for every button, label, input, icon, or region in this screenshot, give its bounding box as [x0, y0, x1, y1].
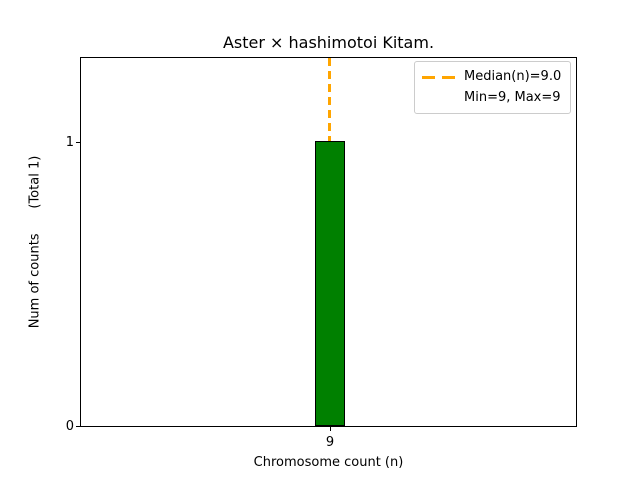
y-tick-label-1: 1: [65, 135, 74, 150]
legend-spacer: [422, 97, 455, 100]
y-tick-mark-1: [76, 142, 80, 143]
y-tick-mark-0: [76, 426, 80, 427]
plot-area: Median(n)=9.0 Min=9, Max=9: [80, 57, 577, 427]
x-tick-mark-9: [330, 427, 331, 431]
median-dash-icon: [422, 75, 455, 79]
y-tick-label-0: 0: [65, 419, 74, 434]
legend: Median(n)=9.0 Min=9, Max=9: [414, 61, 571, 114]
legend-minmax-label: Min=9, Max=9: [464, 90, 561, 105]
x-tick-label-9: 9: [325, 435, 335, 450]
histogram-bar: [315, 141, 345, 426]
y-axis-label: Num of counts (Total 1): [27, 155, 43, 329]
legend-median-label: Median(n)=9.0: [464, 69, 562, 84]
chart-title: Aster × hashimotoi Kitam.: [222, 33, 435, 52]
x-axis-label: Chromosome count (n): [253, 455, 404, 470]
legend-row-minmax: Min=9, Max=9: [422, 90, 561, 106]
legend-row-median: Median(n)=9.0: [422, 69, 561, 85]
